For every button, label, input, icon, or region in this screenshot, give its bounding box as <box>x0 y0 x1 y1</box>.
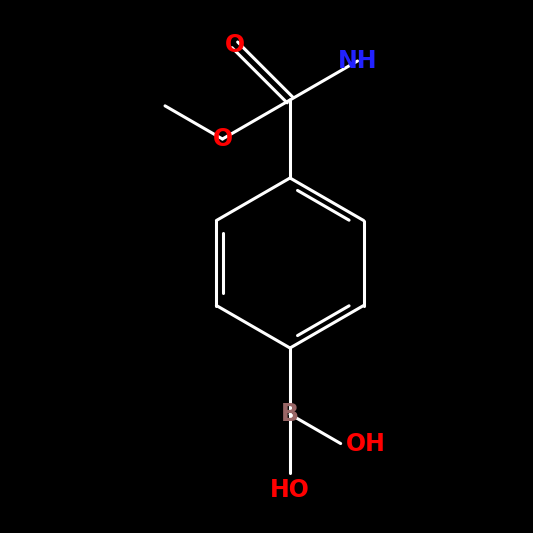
Text: O: O <box>225 33 245 57</box>
Text: NH: NH <box>338 49 377 73</box>
Text: O: O <box>212 127 232 151</box>
Text: OH: OH <box>346 432 385 456</box>
Text: HO: HO <box>270 478 310 502</box>
Text: B: B <box>281 402 299 426</box>
